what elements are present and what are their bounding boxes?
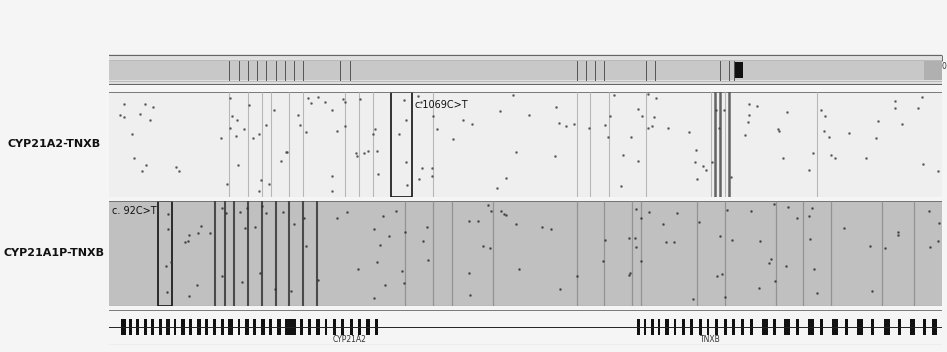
Bar	[341, 319, 344, 334]
Bar	[158, 201, 171, 306]
Bar	[644, 319, 647, 334]
Bar	[898, 319, 901, 334]
Bar	[144, 319, 147, 334]
Bar	[682, 319, 685, 334]
Bar	[857, 319, 863, 334]
Bar	[213, 319, 216, 334]
Bar	[159, 319, 162, 334]
Bar	[375, 319, 378, 334]
Bar	[316, 319, 319, 334]
Bar	[884, 319, 890, 334]
Bar	[391, 92, 412, 197]
Text: CYP21A2: CYP21A2	[332, 335, 366, 344]
Bar	[666, 319, 669, 334]
Bar	[651, 319, 653, 334]
Bar	[254, 319, 256, 334]
Bar	[820, 319, 823, 334]
Bar	[715, 319, 718, 334]
Bar	[932, 319, 938, 334]
Bar	[173, 319, 176, 334]
Bar	[269, 319, 272, 334]
Bar	[228, 319, 234, 334]
Text: TNXB: TNXB	[701, 335, 722, 344]
Bar	[761, 319, 768, 334]
Bar	[285, 319, 296, 334]
Bar	[299, 319, 303, 334]
Bar	[130, 319, 132, 334]
Bar	[658, 319, 660, 334]
Bar	[784, 319, 790, 334]
Bar	[832, 319, 838, 334]
Bar	[750, 319, 753, 334]
Bar	[690, 319, 692, 334]
Bar	[135, 319, 139, 334]
Text: c. 92C>T: c. 92C>T	[113, 206, 157, 216]
Bar	[699, 319, 702, 334]
Bar	[742, 319, 743, 334]
FancyArrow shape	[933, 63, 940, 77]
Bar	[358, 319, 361, 334]
Bar	[166, 319, 170, 334]
Text: c.1069C>T: c.1069C>T	[415, 100, 468, 110]
Bar	[732, 319, 735, 334]
Bar	[734, 62, 743, 78]
Bar	[773, 319, 776, 334]
Bar	[205, 319, 208, 334]
Bar	[724, 319, 726, 334]
Bar	[845, 319, 848, 334]
Bar	[308, 319, 311, 334]
Bar	[245, 319, 249, 334]
Bar	[871, 319, 874, 334]
Bar	[796, 319, 798, 334]
Bar	[673, 319, 676, 334]
Bar	[121, 319, 126, 334]
Text: CYP21A1P-TNXB: CYP21A1P-TNXB	[4, 249, 105, 258]
Bar	[109, 61, 942, 80]
Bar	[808, 319, 814, 334]
Bar	[333, 319, 336, 334]
Text: CYP21A2-TNXB: CYP21A2-TNXB	[8, 139, 101, 149]
Bar	[181, 319, 185, 334]
Bar	[349, 319, 353, 334]
Bar	[366, 319, 369, 334]
Bar	[151, 319, 154, 334]
Bar	[325, 319, 328, 334]
Bar	[910, 319, 915, 334]
Bar	[923, 61, 942, 80]
Bar	[922, 319, 925, 334]
Bar	[707, 319, 709, 334]
Bar	[238, 319, 241, 334]
Bar	[197, 319, 201, 334]
Bar	[260, 319, 265, 334]
Bar	[221, 319, 223, 334]
Bar	[636, 319, 640, 334]
Bar	[189, 319, 192, 334]
Bar	[277, 319, 280, 334]
